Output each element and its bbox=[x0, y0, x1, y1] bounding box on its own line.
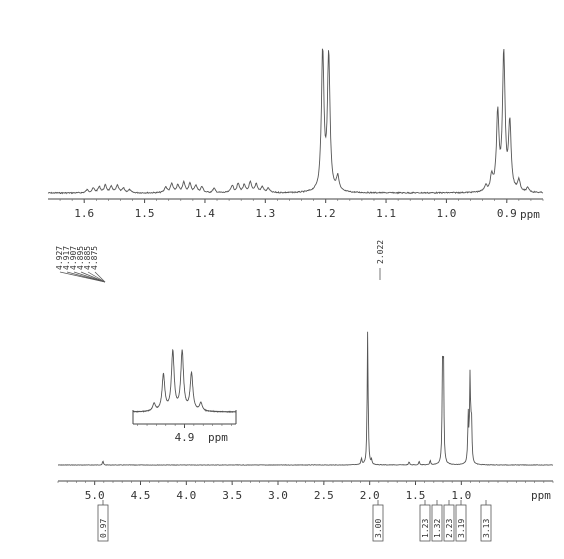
peak-label: 2.022 bbox=[376, 240, 385, 264]
bottom-spectrum-panel: 5.0 4.5 4.0 3.5 3.0 2.5 2.0 1.5 1.0 ppm 0.97 3.00… bbox=[57, 331, 554, 542]
bottom-tick-label: 4.5 bbox=[131, 489, 151, 502]
top-tick-label: 1.5 bbox=[135, 207, 155, 220]
bottom-tick-label: 3.0 bbox=[268, 489, 288, 502]
bottom-tick-label: 3.5 bbox=[222, 489, 242, 502]
top-tick-label: 1.2 bbox=[316, 207, 336, 220]
integral-value: 1.32 bbox=[433, 519, 442, 538]
peak-label-leader bbox=[87, 271, 106, 283]
top-x-axis-label: ppm bbox=[520, 208, 540, 221]
bottom-tick-label: 1.5 bbox=[406, 489, 426, 502]
top-spectrum-panel: 1.6 1.5 1.4 1.3 1.2 1.1 1.0 0.9 ppm bbox=[47, 48, 544, 221]
inset-tick-label: 4.9 bbox=[175, 431, 195, 444]
peak-label: 4.875 bbox=[90, 246, 99, 270]
top-x-ticks: 1.6 1.5 1.4 1.3 1.2 1.1 1.0 0.9 bbox=[59, 199, 544, 220]
top-tick-label: 1.3 bbox=[255, 207, 275, 220]
bottom-x-ticks: 5.0 4.5 4.0 3.5 3.0 2.5 2.0 1.5 1.0 bbox=[57, 481, 554, 502]
peak-label: 4.885 bbox=[83, 246, 92, 270]
top-tick-label: 0.9 bbox=[497, 207, 517, 220]
bottom-tick-label: 2.5 bbox=[314, 489, 334, 502]
peak-label: 4.917 bbox=[62, 246, 71, 270]
integral-value: 3.13 bbox=[482, 519, 491, 538]
peak-label-leader bbox=[80, 271, 106, 283]
top-tick-label: 1.1 bbox=[376, 207, 396, 220]
bottom-tick-label: 1.0 bbox=[451, 489, 471, 502]
inset-x-axis-label: ppm bbox=[208, 431, 228, 444]
peak-label: 4.927 bbox=[55, 246, 64, 270]
top-spectrum-trace bbox=[47, 48, 544, 195]
peak-label-leader bbox=[94, 271, 106, 283]
bottom-x-axis-label: ppm bbox=[531, 489, 551, 502]
bottom-tick-label: 4.0 bbox=[176, 489, 196, 502]
inset-panel: 4.9 ppm bbox=[132, 348, 237, 444]
peak-label-leader bbox=[66, 271, 106, 283]
integral-value: 1.23 bbox=[421, 519, 430, 538]
integral-value: 3.19 bbox=[457, 519, 466, 538]
bottom-spectrum-trace bbox=[58, 331, 554, 466]
bottom-tick-label: 2.0 bbox=[360, 489, 380, 502]
top-tick-label: 1.4 bbox=[195, 207, 215, 220]
peak-label: 4.907 bbox=[69, 246, 78, 270]
integral-value: 3.00 bbox=[374, 519, 383, 538]
peak-label: 4.895 bbox=[76, 246, 85, 270]
top-tick-label: 1.6 bbox=[74, 207, 94, 220]
integral-markers: 0.97 3.00 1.23 1.32 2.23 3.19 3.13 bbox=[97, 500, 492, 542]
inset-x-ticks: 4.9 bbox=[137, 424, 232, 444]
top-tick-label: 1.0 bbox=[436, 207, 456, 220]
bottom-tick-label: 5.0 bbox=[85, 489, 105, 502]
integral-value: 0.97 bbox=[99, 519, 108, 538]
inset-spectrum-trace bbox=[132, 348, 237, 414]
peak-label-leader bbox=[73, 271, 106, 283]
integral-value: 2.23 bbox=[445, 519, 454, 538]
